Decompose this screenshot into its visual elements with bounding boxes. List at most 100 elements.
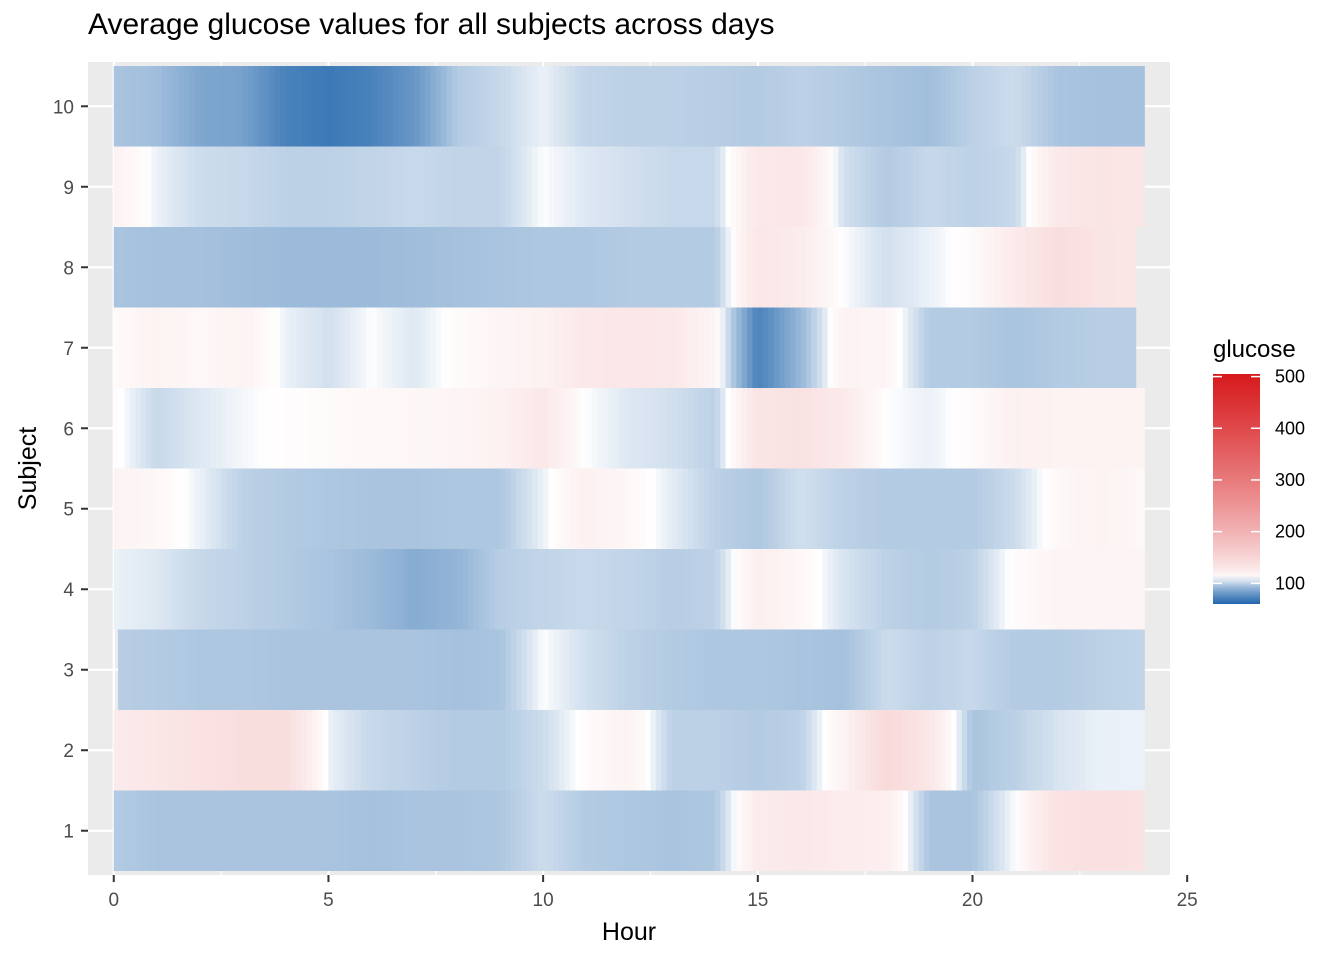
heatmap-tile [478, 629, 485, 710]
heatmap-tile [419, 548, 426, 630]
heatmap-tile [371, 227, 378, 308]
heatmap-tile [145, 709, 152, 791]
heatmap-tile [875, 388, 882, 469]
heatmap-tile [441, 548, 448, 630]
heatmap-tile [210, 307, 217, 389]
heatmap-tile [1085, 468, 1092, 549]
heatmap-tile [226, 307, 233, 389]
heatmap-tile [870, 709, 877, 791]
heatmap-tile [521, 468, 528, 549]
heatmap-tile [167, 388, 174, 469]
heatmap-tile [392, 548, 399, 630]
heatmap-tile [865, 709, 872, 791]
heatmap-tile [650, 468, 657, 549]
heatmap-tile [956, 790, 963, 871]
heatmap-tile [301, 468, 308, 549]
heatmap-tile [264, 468, 271, 549]
heatmap-tile [800, 388, 807, 469]
heatmap-tile [677, 468, 684, 549]
heatmap-tile [870, 790, 877, 871]
heatmap-tile [924, 307, 931, 389]
heatmap-tile [859, 629, 866, 710]
heatmap-tile [462, 548, 469, 630]
heatmap-tile [1020, 388, 1027, 469]
heatmap-tile [269, 227, 276, 308]
heatmap-tile [1010, 548, 1017, 630]
heatmap-tile [612, 468, 619, 549]
heatmap-tile [1112, 790, 1119, 871]
heatmap-tile [467, 307, 474, 389]
heatmap-tile [494, 790, 501, 871]
heatmap-tile [306, 629, 313, 710]
heatmap-tile [822, 709, 829, 791]
heatmap-tile [747, 66, 754, 147]
heatmap-tile [494, 388, 501, 469]
heatmap-tile [961, 468, 968, 549]
heatmap-tile [655, 790, 662, 871]
heatmap-tile [886, 629, 893, 710]
heatmap-tile [773, 146, 780, 228]
heatmap-tile [650, 790, 657, 871]
heatmap-tile [993, 146, 1000, 228]
heatmap-tile [188, 146, 195, 228]
heatmap-tile [951, 709, 957, 791]
heatmap-tile [1085, 709, 1092, 791]
heatmap-tile [704, 468, 711, 549]
heatmap-tile [752, 468, 759, 549]
heatmap-tile [843, 468, 850, 549]
heatmap-tile [360, 146, 367, 228]
heatmap-tile [822, 146, 829, 228]
heatmap-tile [231, 468, 238, 549]
heatmap-tile [698, 146, 705, 228]
heatmap-tile [822, 548, 829, 630]
heatmap-tile [784, 307, 791, 389]
heatmap-tile [564, 388, 571, 469]
heatmap-tile [1004, 388, 1011, 469]
heatmap-tile [178, 66, 185, 147]
heatmap-tile [795, 227, 802, 308]
heatmap-tile [575, 709, 582, 791]
heatmap-tile [264, 790, 271, 871]
heatmap-tile [967, 227, 974, 308]
heatmap-tile [569, 709, 576, 791]
heatmap-tile [430, 388, 437, 469]
heatmap-tile [296, 146, 303, 228]
heatmap-tile [1036, 548, 1043, 630]
heatmap-tile [881, 388, 888, 469]
heatmap-tile [956, 307, 963, 389]
heatmap-tile [1085, 227, 1092, 308]
heatmap-tile [639, 307, 646, 389]
heatmap-tile [1106, 146, 1113, 228]
heatmap-tile [629, 709, 635, 791]
x-tick-label: 5 [323, 890, 334, 911]
heatmap-tile [371, 146, 378, 228]
heatmap-tile [596, 227, 603, 308]
heatmap-tile [897, 709, 904, 791]
heatmap-tile [677, 790, 684, 871]
heatmap-tile [838, 629, 845, 710]
heatmap-tile [725, 307, 732, 389]
heatmap-tile [693, 227, 700, 308]
heatmap-tile [1052, 709, 1059, 791]
heatmap-tile [881, 709, 888, 791]
heatmap-tile [1095, 548, 1102, 630]
heatmap-tile [945, 307, 952, 389]
heatmap-tile [473, 227, 480, 308]
heatmap-tile [408, 790, 415, 871]
heatmap-tile [967, 790, 974, 871]
heatmap-tile [1101, 146, 1108, 228]
heatmap-tile [934, 790, 941, 871]
heatmap-tile [988, 629, 995, 710]
heatmap-tile [183, 629, 190, 710]
heatmap-tile [366, 709, 372, 791]
heatmap-tile [645, 709, 652, 791]
heatmap-tile [832, 548, 839, 630]
heatmap-tile [376, 629, 383, 710]
heatmap-tile [467, 227, 474, 308]
heatmap-tile [645, 388, 652, 469]
heatmap-tile [875, 790, 882, 871]
heatmap-tile [403, 468, 410, 549]
heatmap-tile [977, 790, 984, 871]
heatmap-tile [1036, 629, 1043, 710]
